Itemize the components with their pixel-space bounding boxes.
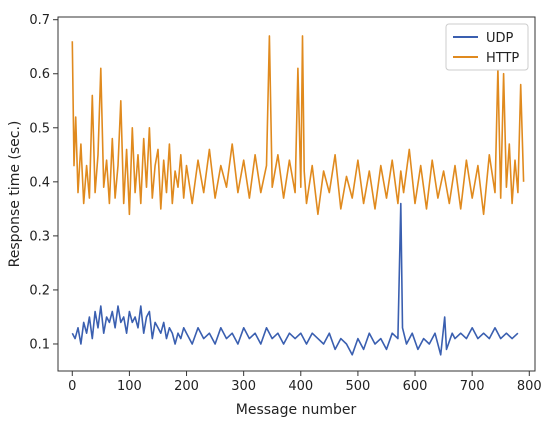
x-tick-label: 700 bbox=[460, 379, 485, 394]
y-tick-label: 0.6 bbox=[29, 67, 50, 82]
legend-box bbox=[445, 23, 529, 71]
y-tick-label: 0.3 bbox=[29, 229, 50, 244]
x-tick-label: 800 bbox=[517, 379, 542, 394]
y-tick-label: 0.7 bbox=[29, 13, 50, 28]
y-axis-ticks: 0.1 0.2 0.3 0.4 0.5 0.6 0.7 bbox=[29, 13, 58, 352]
plot-area bbox=[58, 17, 535, 371]
legend: UDP HTTP bbox=[445, 23, 529, 71]
series-line-http bbox=[71, 35, 525, 216]
y-tick-label: 0.5 bbox=[29, 121, 50, 136]
legend-label-http: HTTP bbox=[486, 51, 519, 66]
series-layer bbox=[71, 35, 525, 356]
series-line-udp bbox=[71, 202, 519, 356]
y-axis-label: Response time (sec.) bbox=[7, 121, 23, 268]
x-axis-ticks: 0 100 200 300 400 500 600 700 800 bbox=[68, 371, 542, 394]
y-tick-label: 0.1 bbox=[29, 337, 50, 352]
x-tick-label: 600 bbox=[403, 379, 428, 394]
x-tick-label: 400 bbox=[288, 379, 313, 394]
y-tick-label: 0.2 bbox=[29, 283, 50, 298]
x-tick-label: 300 bbox=[231, 379, 256, 394]
plot-frame bbox=[57, 16, 536, 372]
x-tick-label: 0 bbox=[68, 379, 76, 394]
x-tick-label: 200 bbox=[174, 379, 199, 394]
x-tick-label: 100 bbox=[117, 379, 142, 394]
x-axis-label: Message number bbox=[236, 402, 357, 418]
legend-label-udp: UDP bbox=[486, 31, 514, 46]
x-tick-label: 500 bbox=[345, 379, 370, 394]
y-tick-label: 0.4 bbox=[29, 175, 50, 190]
